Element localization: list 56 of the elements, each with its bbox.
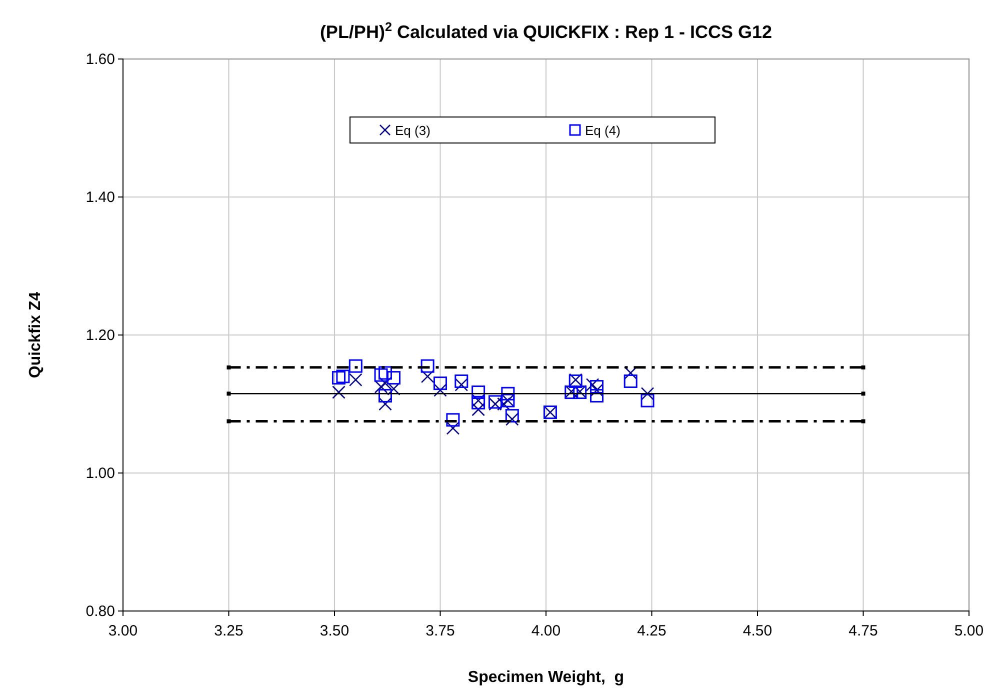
x-tick-label: 3.50 [320,622,350,640]
y-tick-label: 0.80 [86,602,115,620]
legend-label: Eq (3) [395,123,430,138]
y-tick-label: 1.40 [86,188,115,206]
point [501,386,515,400]
x-tick-label: 3.00 [108,622,138,640]
point [497,397,510,411]
point [590,380,604,394]
point [332,371,346,385]
point [586,378,600,392]
point [861,365,866,370]
x-tick-label: 4.25 [637,622,666,640]
point [861,419,866,424]
point [590,388,604,402]
point [378,366,392,380]
point [420,370,434,384]
x-tick-label: 3.25 [214,622,244,640]
point [434,376,447,390]
legend-label: Eq (4) [585,123,620,138]
point [506,412,519,426]
point [378,388,392,402]
point [640,387,654,400]
x-tick-label: 3.75 [426,622,455,640]
y-tick-label: 1.60 [86,50,115,68]
x-tick-label: 4.00 [531,622,561,640]
point [226,419,231,424]
point [336,370,350,384]
x-tick-label: 5.00 [954,622,984,640]
y-tick-label: 1.20 [86,326,115,344]
point [472,386,486,400]
point [420,359,434,373]
point [386,371,400,385]
point [505,408,519,422]
point [332,386,346,399]
point [640,394,654,408]
point [434,384,447,397]
point [454,374,468,388]
point [349,373,362,386]
point [446,413,460,427]
point [624,374,638,388]
point [454,378,468,392]
chart-title: (PL/PH)$^{2}$ Calculated via QUICKFIX : Rep 1 - ICCS G12 [320,20,772,42]
point [624,366,638,380]
y-axis-title: Quickfix Z4 [27,292,44,378]
point [446,422,460,435]
point [226,392,231,396]
point [226,365,231,370]
x-tick-label: 4.75 [848,622,878,640]
x-tick-label: 4.50 [742,622,772,640]
point [348,359,362,373]
point [472,402,485,416]
x-axis-title: Specimen Weight, g [468,669,624,686]
point [378,397,392,411]
point [861,392,866,396]
y-tick-label: 1.00 [86,464,115,482]
point [374,368,388,382]
